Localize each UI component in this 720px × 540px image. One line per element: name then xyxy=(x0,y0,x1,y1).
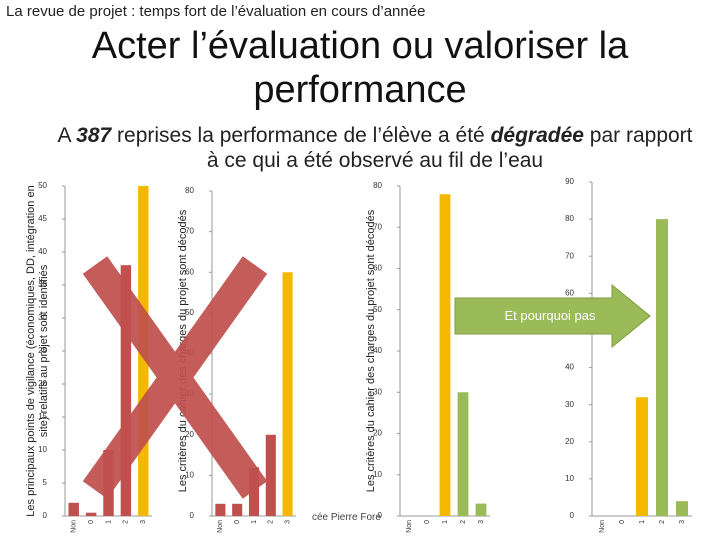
y-tick-label: 50 xyxy=(185,308,194,317)
y-tick-label: 20 xyxy=(373,429,382,438)
y-tick-label: 90 xyxy=(565,177,574,186)
bar xyxy=(265,434,276,516)
y-tick-label: 10 xyxy=(185,470,194,479)
y-tick-label: 10 xyxy=(38,445,47,454)
callout-arrow: Et pourquoi pas xyxy=(454,283,651,349)
x-tick-label: 0 xyxy=(619,520,626,524)
bar xyxy=(68,502,79,516)
x-tick-label: 3 xyxy=(478,520,485,524)
bar xyxy=(232,503,243,516)
bar xyxy=(215,503,226,516)
y-tick-label: 20 xyxy=(185,430,194,439)
y-tick-label: 40 xyxy=(373,346,382,355)
y-tick-label: 40 xyxy=(38,247,47,256)
subtitle-part: à ce qui a été observé au fil de l’eau xyxy=(207,149,543,172)
bar xyxy=(656,219,668,516)
y-tick-label: 5 xyxy=(43,478,48,487)
y-tick-label: 20 xyxy=(38,379,47,388)
y-tick-label: 50 xyxy=(373,305,382,314)
subtitle-part: dégradée xyxy=(491,124,585,147)
y-tick-label: 40 xyxy=(565,363,574,372)
x-tick-label: 1 xyxy=(251,520,258,524)
x-tick-label: 0 xyxy=(424,520,431,524)
y-tick-label: 70 xyxy=(185,227,194,236)
y-tick-label: 15 xyxy=(38,412,47,421)
y-tick-label: 0 xyxy=(570,511,575,520)
y-tick-label: 80 xyxy=(373,181,382,190)
footer: cée Pierre Fore xyxy=(312,512,381,523)
arrow xyxy=(454,283,651,349)
bar xyxy=(120,265,132,516)
y-tick-label: 10 xyxy=(565,474,574,483)
y-tick-label: 30 xyxy=(565,400,574,409)
callout-text: Et pourquoi pas xyxy=(504,308,596,323)
y-tick-label: 50 xyxy=(38,181,47,190)
subtitle-part: 387 xyxy=(76,124,112,147)
y-tick-label: 60 xyxy=(565,288,574,297)
bar xyxy=(282,272,293,516)
x-tick-label: 2 xyxy=(268,520,275,524)
bar xyxy=(475,503,487,516)
cross xyxy=(82,256,268,499)
x-tick-label: 0 xyxy=(234,520,241,524)
x-tick-label: 2 xyxy=(123,520,130,524)
y-tick-label: 20 xyxy=(565,437,574,446)
x-tick-label: Non xyxy=(599,520,606,533)
x-tick-label: 2 xyxy=(460,520,467,524)
x-tick-label: Non xyxy=(71,520,78,533)
subtitle-line: A 387 reprises la performance de l’élève… xyxy=(57,124,692,147)
bar xyxy=(248,467,260,516)
x-tick-label: 3 xyxy=(140,520,147,524)
subtitle-part: A xyxy=(57,124,76,147)
x-tick-label: 3 xyxy=(284,520,291,524)
y-tick-label: 0 xyxy=(190,511,195,520)
bar xyxy=(636,397,648,516)
bar xyxy=(457,392,469,516)
subtitle: A 387 reprises la performance de l’élève… xyxy=(57,124,692,172)
bar xyxy=(439,194,451,516)
x-tick-label: Non xyxy=(406,520,413,533)
x-tick-label: 3 xyxy=(679,520,686,524)
y-axis-label: Les critères du cahier des charges du pr… xyxy=(365,209,377,492)
y-tick-label: 30 xyxy=(38,313,47,322)
cross-stroke xyxy=(82,256,268,499)
y-tick-label: 80 xyxy=(565,214,574,223)
y-tick-label: 0 xyxy=(378,511,383,520)
subtitle-part: par rapport xyxy=(584,124,693,147)
x-tick-label: 0 xyxy=(88,520,95,524)
x-tick-label: 1 xyxy=(639,520,646,524)
header: La revue de projet : temps fort de l’éva… xyxy=(6,3,425,20)
y-tick-label: 45 xyxy=(38,214,47,223)
x-tick-label: 2 xyxy=(659,520,666,524)
subtitle-line: à ce qui a été observé au fil de l’eau xyxy=(207,149,543,172)
y-axis-label: Les principaux points de vigilance (écon… xyxy=(25,185,37,516)
slide-title: Acter l’évaluation ou valoriser la perfor… xyxy=(92,25,629,111)
bar xyxy=(676,501,688,516)
title-line: Acter l’évaluation ou valoriser la xyxy=(92,25,629,67)
y-tick-label: 60 xyxy=(185,267,194,276)
y-axis-label: site) relatifs au projet sont identifiés xyxy=(38,264,50,437)
x-tick-label: Non xyxy=(217,520,224,533)
bar xyxy=(85,512,97,516)
x-tick-label: 1 xyxy=(442,520,449,524)
y-tick-label: 35 xyxy=(38,280,47,289)
y-tick-label: 30 xyxy=(373,387,382,396)
y-tick-label: 70 xyxy=(565,251,574,260)
title-line: performance xyxy=(253,69,466,111)
x-tick-label: 1 xyxy=(105,520,112,524)
y-tick-label: 60 xyxy=(373,264,382,273)
y-tick-label: 25 xyxy=(38,346,47,355)
y-tick-label: 70 xyxy=(373,222,382,231)
y-tick-label: 80 xyxy=(185,186,194,195)
subtitle-part: reprises la performance de l’élève a été xyxy=(111,124,490,147)
y-tick-label: 10 xyxy=(373,470,382,479)
y-tick-label: 0 xyxy=(43,511,48,520)
